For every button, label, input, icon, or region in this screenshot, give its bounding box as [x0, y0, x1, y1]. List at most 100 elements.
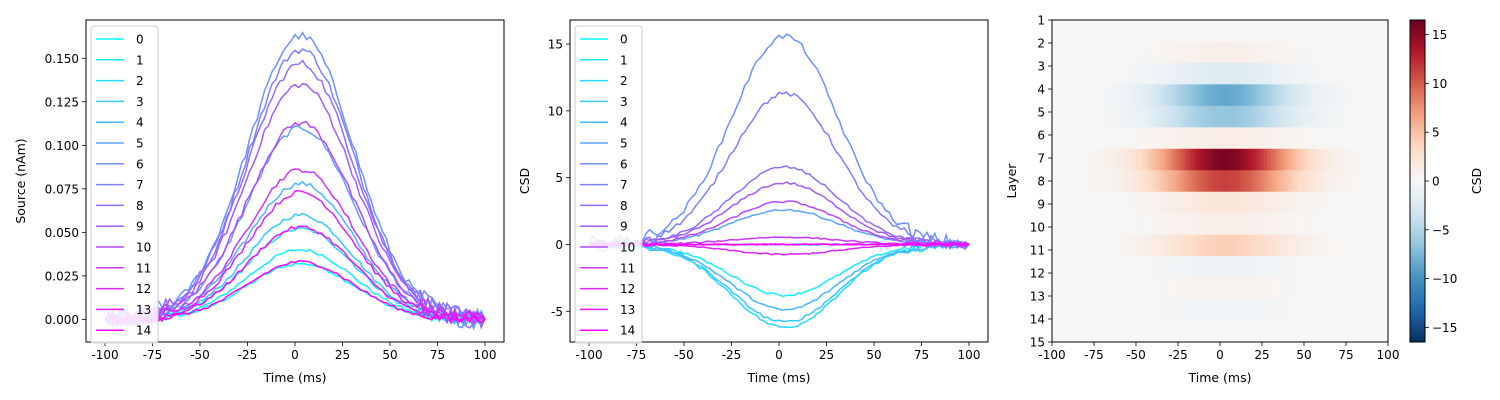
heatmap-cell: [1351, 277, 1355, 300]
heatmap-cell: [1381, 191, 1386, 214]
heatmap-cell: [1283, 299, 1288, 321]
heatmap-cell: [1287, 62, 1291, 85]
heatmap-cell: [1055, 127, 1060, 150]
heatmap-cell: [1290, 320, 1295, 343]
heatmap-cell: [1270, 127, 1275, 150]
heatmap-cell: [1099, 41, 1103, 64]
heatmap-cell: [1320, 62, 1325, 85]
heatmap-cell: [1384, 41, 1389, 64]
heatmap-cell: [1102, 213, 1107, 236]
heatmap-cell: [1273, 170, 1278, 193]
heatmap-cell: [1159, 299, 1164, 321]
heatmap-cell: [1277, 41, 1281, 64]
heatmap-cell: [1065, 41, 1070, 64]
heatmap-cell: [1052, 299, 1056, 321]
heatmap-cell: [1209, 84, 1214, 107]
heatmap-cell: [1166, 170, 1170, 193]
heatmap-cell: [1344, 62, 1349, 85]
heatmap-cell: [1256, 127, 1261, 150]
heatmap-cell: [1088, 213, 1093, 236]
heatmap-cell: [1283, 277, 1288, 300]
heatmap-cell: [1304, 127, 1308, 150]
heatmap-cell: [1374, 256, 1379, 278]
heatmap-cell: [1112, 62, 1117, 85]
heatmap-cell: [1243, 41, 1248, 64]
series-line-12: [104, 189, 486, 327]
heatmap-cell: [1159, 213, 1164, 236]
heatmap-cell: [1310, 256, 1315, 278]
heatmap-cell: [1304, 148, 1308, 171]
heatmap-cell: [1273, 105, 1278, 128]
heatmap-cell: [1384, 277, 1389, 300]
heatmap-cell: [1314, 20, 1318, 42]
heatmap-cell: [1273, 277, 1278, 300]
heatmap-cell: [1095, 41, 1100, 64]
heatmap-cell: [1072, 234, 1076, 257]
heatmap-cell: [1337, 299, 1342, 321]
heatmap-cell: [1226, 84, 1231, 107]
heatmap-cell: [1334, 277, 1338, 300]
heatmap-cell: [1273, 20, 1278, 42]
heatmap-cell: [1156, 277, 1160, 300]
heatmap-cell: [1293, 277, 1298, 300]
heatmap-cell: [1364, 256, 1369, 278]
heatmap-cell: [1287, 148, 1291, 171]
heatmap-cell: [1327, 41, 1332, 64]
heatmap-cell: [1351, 127, 1355, 150]
heatmap-cell: [1132, 20, 1137, 42]
heatmap-cell: [1327, 105, 1332, 128]
heatmap-cell: [1351, 256, 1355, 278]
heatmap-cell: [1330, 20, 1335, 42]
heatmap-cell: [1166, 62, 1170, 85]
xtick-label: -25: [1168, 348, 1188, 362]
heatmap-cell: [1260, 105, 1265, 128]
heatmap-cell: [1314, 191, 1318, 214]
series-line-7: [104, 48, 486, 330]
heatmap-cell: [1193, 234, 1197, 257]
xtick-label: -50: [674, 348, 694, 362]
heatmap-cell: [1330, 277, 1335, 300]
xtick-label: -50: [1126, 348, 1146, 362]
heatmap-cell: [1327, 299, 1332, 321]
heatmap-cell: [1220, 84, 1224, 107]
heatmap-cell: [1371, 299, 1375, 321]
heatmap-cell: [1132, 299, 1137, 321]
heatmap-cell: [1263, 191, 1268, 214]
heatmap-cell: [1065, 234, 1070, 257]
heatmap-cell: [1216, 84, 1221, 107]
ytick-label: 0.050: [45, 226, 79, 240]
heatmap-cell: [1377, 320, 1382, 343]
heatmap-cell: [1052, 256, 1056, 278]
heatmap-cell: [1186, 127, 1191, 150]
heatmap-cell: [1226, 320, 1231, 343]
heatmap-cell: [1156, 84, 1160, 107]
heatmap-cell: [1381, 84, 1386, 107]
heatmap-cell: [1186, 41, 1191, 64]
heatmap-cell: [1307, 191, 1312, 214]
heatmap-cell: [1277, 170, 1281, 193]
heatmap-cell: [1293, 62, 1298, 85]
heatmap-cell: [1162, 234, 1167, 257]
heatmap-cell: [1176, 320, 1181, 343]
heatmap-cell: [1381, 277, 1386, 300]
heatmap-cell: [1169, 105, 1174, 128]
heatmap-cell: [1152, 170, 1157, 193]
heatmap-cell: [1267, 234, 1271, 257]
heatmap-cell: [1149, 84, 1154, 107]
heatmap-cell: [1152, 127, 1157, 150]
heatmap-cell: [1052, 320, 1056, 343]
heatmap-cell: [1297, 41, 1302, 64]
series-line-8: [588, 165, 969, 250]
heatmap-cell: [1065, 170, 1070, 193]
heatmap-cell: [1136, 105, 1140, 128]
heatmap-cell: [1172, 213, 1177, 236]
heatmap-cell: [1088, 277, 1093, 300]
heatmap-cell: [1099, 277, 1103, 300]
heatmap-cell: [1371, 170, 1375, 193]
heatmap-cell: [1364, 170, 1369, 193]
heatmap-cell: [1240, 127, 1244, 150]
series-line-7: [588, 91, 970, 250]
heatmap-cell: [1129, 256, 1134, 278]
heatmap-cell: [1347, 105, 1352, 128]
heatmap-cell: [1146, 191, 1150, 214]
